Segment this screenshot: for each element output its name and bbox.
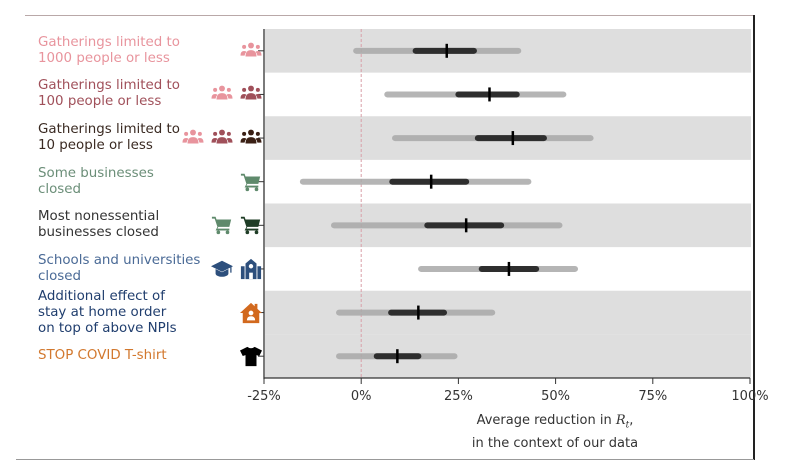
row-label: Gatherings limited to 1000 people or less: [38, 35, 180, 67]
row-label-line: Additional effect of: [38, 288, 165, 304]
shopping-cart-icon: [240, 171, 262, 197]
graduation-cap-icon: [211, 258, 233, 284]
row-label: Some businesses closed: [38, 166, 154, 198]
tshirt-icon: [240, 345, 262, 371]
row-label-line: Schools and universities: [38, 252, 201, 268]
figure-right-border: [753, 15, 755, 460]
x-axis-label-line2: in the context of our data: [471, 435, 639, 451]
row-label-line: Some businesses: [38, 165, 154, 181]
row-label-line: 100 people or less: [38, 94, 162, 110]
people-group-icon: [211, 83, 233, 109]
x-axis-label-math-symbol: R: [615, 413, 626, 428]
x-tick-label: 0%: [351, 389, 372, 404]
x-tick-label: 100%: [731, 389, 768, 404]
x-axis-label-math: Rt: [615, 413, 630, 431]
row-label: Gatherings limited to 10 people or less: [38, 122, 180, 154]
people-group-icon: [211, 127, 233, 153]
row-label-line: Gatherings limited to: [38, 34, 180, 50]
x-axis-label: Average reduction in Rt, in the context …: [360, 412, 750, 452]
row-label-line: closed: [38, 181, 81, 197]
x-axis-label-suffix: ,: [629, 413, 634, 428]
people-group-icon: [182, 127, 204, 153]
x-tick-label: 75%: [638, 389, 667, 404]
shopping-cart-icon: [240, 214, 262, 240]
row-label-line: closed: [38, 268, 81, 284]
figure-top-border: [25, 15, 755, 16]
x-axis-label-line1: Average reduction in: [476, 413, 616, 428]
x-axis-label-math-sub: t: [625, 420, 630, 431]
row-label-line: Gatherings limited to: [38, 78, 180, 94]
row-label-line: STOP COVID T-shirt: [38, 348, 167, 364]
row-label: Schools and universities closed: [38, 253, 200, 285]
row-label-line: businesses closed: [38, 225, 159, 241]
figure-bottom-border: [16, 459, 754, 460]
row-label-line: Gatherings limited to: [38, 122, 180, 138]
row-label-line: 1000 people or less: [38, 50, 170, 66]
row-label-line: Most nonessential: [38, 209, 160, 225]
shopping-cart-icon: [211, 214, 233, 240]
school-icon: [240, 258, 262, 284]
row-label: Gatherings limited to 100 people or less: [38, 78, 180, 110]
row-label: Most nonessential businesses closed: [38, 209, 159, 241]
row-label: Additional effect of stay at home order on…: [38, 289, 177, 337]
people-group-icon: [240, 40, 262, 66]
x-tick-label: 25%: [444, 389, 473, 404]
people-group-icon: [240, 83, 262, 109]
people-group-icon: [240, 127, 262, 153]
house-user-icon: [240, 302, 262, 328]
row-label-line: stay at home order: [38, 304, 167, 320]
x-tick-label: 50%: [541, 389, 570, 404]
row-label: STOP COVID T-shirt: [38, 348, 167, 364]
row-label-line: 10 people or less: [38, 138, 153, 154]
x-tick-label: -25%: [247, 389, 281, 404]
row-label-line: on top of above NPIs: [38, 320, 177, 336]
